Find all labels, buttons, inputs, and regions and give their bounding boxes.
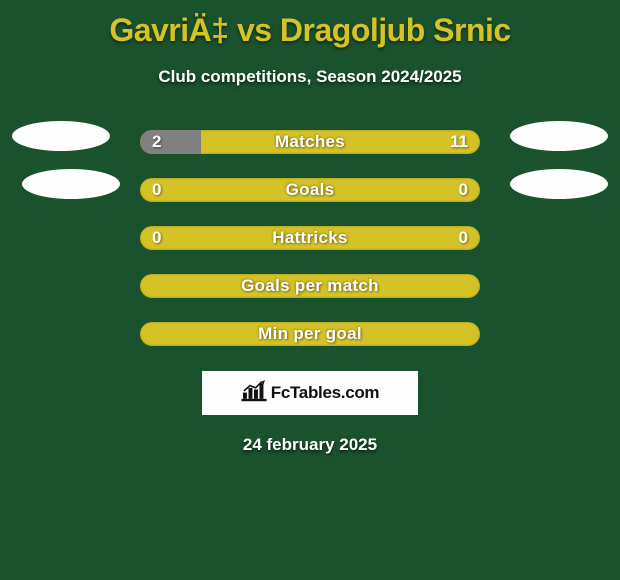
stat-bar: Hattricks [140, 226, 480, 250]
stat-row-hattricks: Hattricks 0 0 [0, 225, 620, 251]
stat-label: Min per goal [140, 322, 480, 346]
stat-bar: Goals [140, 178, 480, 202]
brand-text: FcTables.com [271, 383, 380, 403]
stat-row-matches: Matches 2 11 [0, 129, 620, 155]
chart-icon [241, 380, 267, 407]
stat-label: Hattricks [140, 226, 480, 250]
player-left-badge [22, 169, 120, 199]
page-title: GavriÄ‡ vs Dragoljub Srnic [0, 0, 620, 49]
player-right-badge [510, 121, 608, 151]
stat-row-goals-per-match: Goals per match [0, 273, 620, 299]
stat-label: Goals per match [140, 274, 480, 298]
stat-value-right: 11 [450, 129, 468, 155]
date-label: 24 february 2025 [0, 435, 620, 455]
stat-value-right: 0 [459, 177, 468, 203]
stat-bar: Matches [140, 130, 480, 154]
stat-value-left: 0 [152, 225, 161, 251]
player-left-badge [12, 121, 110, 151]
stat-value-right: 0 [459, 225, 468, 251]
stats-container: Matches 2 11 Goals 0 0 Hattricks 0 0 Goa… [0, 129, 620, 347]
stat-value-left: 2 [152, 129, 161, 155]
stat-bar: Goals per match [140, 274, 480, 298]
brand-link[interactable]: FcTables.com [202, 371, 418, 415]
subtitle: Club competitions, Season 2024/2025 [0, 67, 620, 87]
stat-bar: Min per goal [140, 322, 480, 346]
stat-value-left: 0 [152, 177, 161, 203]
stat-label: Matches [140, 130, 480, 154]
stat-row-goals: Goals 0 0 [0, 177, 620, 203]
player-right-badge [510, 169, 608, 199]
stat-row-min-per-goal: Min per goal [0, 321, 620, 347]
stat-label: Goals [140, 178, 480, 202]
